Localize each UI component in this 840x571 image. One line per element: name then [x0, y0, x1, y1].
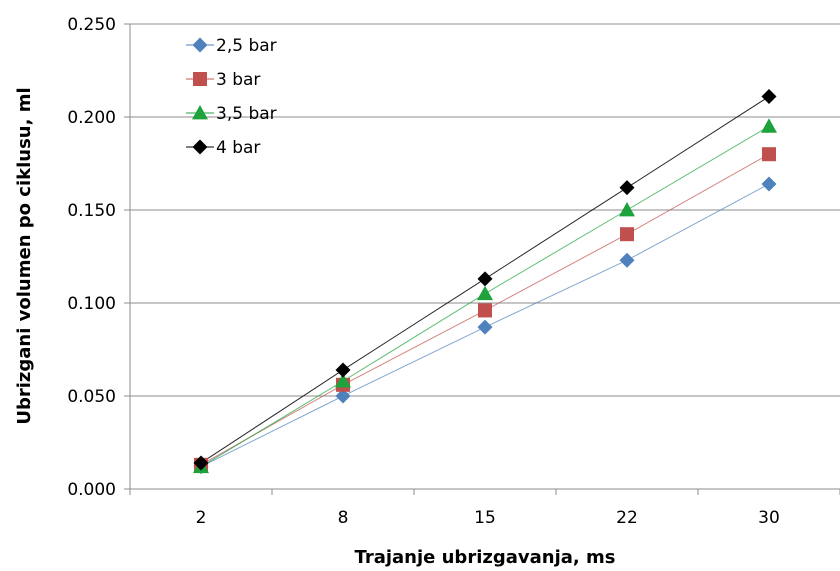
- data-point: [761, 176, 777, 192]
- y-tick-label: 0.200: [67, 108, 116, 128]
- data-point: [477, 285, 493, 301]
- data-point: [619, 202, 635, 217]
- axes: [124, 23, 840, 495]
- legend-label: 3 bar: [216, 70, 260, 90]
- data-point: [477, 271, 493, 287]
- y-axis-title: Ubrizgani volumen po ciklusu, ml: [14, 87, 35, 424]
- y-tick-label: 0.050: [67, 387, 116, 407]
- legend-item: 2,5 bar: [186, 36, 277, 56]
- legend-marker: [192, 139, 208, 155]
- x-tick-label: 15: [474, 508, 496, 528]
- legend-label: 4 bar: [216, 138, 260, 158]
- y-tick-label: 0.150: [67, 201, 116, 221]
- tick-labels: 0.000 0.050 0.100 0.150 0.200 0.250 2 8 15 22 30: [67, 15, 779, 528]
- data-point: [478, 303, 492, 318]
- y-tick-label: 0.000: [67, 480, 116, 500]
- legend-item: 3,5 bar: [186, 104, 277, 124]
- data-point: [335, 388, 351, 404]
- data-point: [761, 118, 777, 133]
- legend-label: 2,5 bar: [216, 36, 277, 56]
- x-tick-label: 30: [758, 508, 780, 528]
- gridlines: [130, 23, 840, 397]
- data-point: [619, 252, 635, 268]
- y-tick-label: 0.100: [67, 294, 116, 314]
- legend-marker: [192, 37, 208, 53]
- legend-item: 3 bar: [186, 70, 260, 90]
- data-point: [477, 319, 493, 335]
- x-tick-label: 8: [338, 508, 349, 528]
- x-tick-label: 2: [196, 508, 207, 528]
- data-point: [620, 227, 634, 242]
- legend: 2,5 bar 3 bar 3,5 bar 4 bar: [186, 36, 277, 158]
- series-markers: [193, 89, 777, 475]
- legend-item: 4 bar: [186, 138, 260, 158]
- legend-marker: [192, 105, 208, 120]
- y-tick-label: 0.250: [67, 15, 116, 35]
- data-point: [761, 89, 777, 105]
- legend-label: 3,5 bar: [216, 104, 277, 124]
- data-point: [619, 180, 635, 196]
- legend-marker: [193, 72, 207, 86]
- x-axis-title: Trajanje ubrizgavanja, ms: [355, 547, 616, 568]
- x-tick-label: 22: [616, 508, 638, 528]
- data-point: [762, 147, 776, 162]
- data-point: [335, 362, 351, 378]
- data-point: [335, 373, 351, 388]
- data-point: [193, 455, 209, 471]
